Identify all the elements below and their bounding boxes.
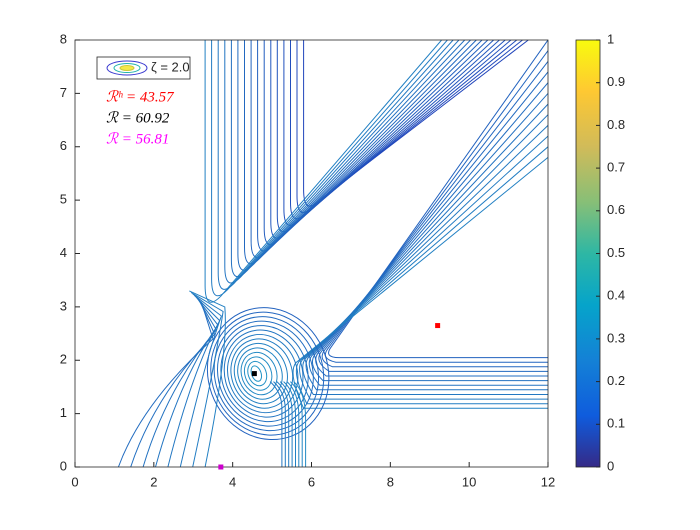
contour-line <box>224 40 460 284</box>
y-tick-label: 2 <box>60 352 67 367</box>
colorbar-tick-label: 0.8 <box>607 117 625 132</box>
contour-line <box>312 93 548 382</box>
colorbar-tick-label: 0 <box>607 458 614 473</box>
annotation: ℛ = 60.92 <box>106 110 170 126</box>
contour-line <box>167 295 221 467</box>
contour-line <box>269 381 283 467</box>
contour-line <box>233 343 288 405</box>
contour-line <box>217 40 454 290</box>
contour-line <box>130 299 216 467</box>
y-tick-label: 0 <box>60 458 67 473</box>
legend-icon <box>113 63 141 73</box>
y-tick-label: 5 <box>60 192 67 207</box>
contour-line <box>237 347 283 400</box>
contour-line <box>293 381 307 467</box>
contour-line <box>290 381 303 467</box>
colorbar-tick-label: 0.2 <box>607 373 625 388</box>
y-tick-label: 1 <box>60 405 67 420</box>
contour-line <box>190 291 224 467</box>
x-tick-label: 10 <box>462 474 476 489</box>
legend-icon <box>106 60 148 76</box>
contour-line <box>279 381 293 467</box>
x-tick-label: 4 <box>229 474 236 489</box>
contour-line <box>240 351 278 396</box>
contour-line <box>216 320 314 427</box>
annotation: ℛʰ = 43.57 <box>106 89 175 105</box>
legend-icon <box>119 65 135 71</box>
y-tick-label: 4 <box>60 245 67 260</box>
x-tick-label: 12 <box>541 474 555 489</box>
colorbar-tick-label: 0.7 <box>607 160 625 175</box>
y-tick-label: 8 <box>60 31 67 46</box>
colorbar-tick-label: 0.4 <box>607 288 625 303</box>
legend: ζ = 2.0 <box>96 56 191 80</box>
contour-line <box>117 301 214 467</box>
colorbar-tick-label: 0.3 <box>607 330 625 345</box>
contour-line <box>273 381 286 467</box>
contour-line <box>206 307 330 441</box>
contour-line <box>220 325 309 423</box>
contour-line <box>328 40 548 359</box>
colorbar-tick-label: 1 <box>607 31 614 46</box>
contour-line <box>305 114 548 391</box>
contour-line <box>247 360 268 387</box>
x-tick-label: 2 <box>150 474 157 489</box>
y-tick-label: 3 <box>60 298 67 313</box>
contour-line <box>211 40 448 297</box>
contour-line <box>243 356 273 391</box>
contour-line <box>299 135 548 400</box>
contour-line <box>315 82 548 377</box>
contour-line <box>321 61 548 368</box>
point <box>251 371 257 377</box>
x-tick-label: 8 <box>387 474 394 489</box>
legend-label: ζ = 2.0 <box>151 59 190 74</box>
contour-line <box>286 381 300 467</box>
y-tick-label: 7 <box>60 85 67 100</box>
contour-line <box>276 381 290 467</box>
contour-line <box>302 125 548 395</box>
contour-line <box>189 290 226 467</box>
point <box>218 464 224 470</box>
legend-box <box>96 56 191 80</box>
y-tick-label: 6 <box>60 138 67 153</box>
contour-line <box>283 381 296 467</box>
colorbar-tick-label: 0.1 <box>607 416 625 431</box>
contour-line <box>227 334 299 414</box>
contour-line <box>230 338 294 409</box>
contour-line <box>213 316 320 432</box>
contours <box>117 40 548 467</box>
colorbar-tick-label: 0.5 <box>607 245 625 260</box>
contour-line <box>204 40 442 303</box>
point <box>435 323 441 329</box>
annotation: ℛ = 56.81 <box>106 131 169 147</box>
contour-line <box>179 293 222 467</box>
colorbar-tick-label: 0.9 <box>607 74 625 89</box>
contour-line <box>308 103 548 386</box>
contour-line <box>223 329 304 418</box>
plot-area <box>75 40 548 467</box>
x-tick-label: 6 <box>308 474 315 489</box>
x-tick-label: 0 <box>71 474 78 489</box>
colorbar-tick-label: 0.6 <box>607 202 625 217</box>
contour-line <box>318 71 548 372</box>
